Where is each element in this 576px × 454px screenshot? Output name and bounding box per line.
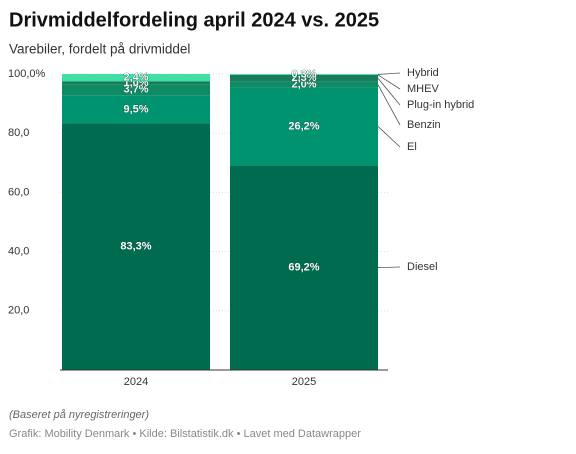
value-label: 83,3% bbox=[120, 241, 151, 253]
legend-leader bbox=[378, 267, 400, 268]
x-tick-label: 2025 bbox=[292, 376, 316, 388]
chart-title: Drivmiddelfordeling april 2024 vs. 2025 bbox=[9, 9, 379, 31]
legend-label: Diesel bbox=[407, 261, 438, 273]
y-tick-label: 80,0 bbox=[8, 127, 29, 139]
y-tick-label: 40,0 bbox=[8, 246, 29, 258]
legend-label: Benzin bbox=[407, 119, 441, 131]
value-label: 0,3% bbox=[291, 68, 316, 80]
x-tick-label: 2024 bbox=[124, 376, 148, 388]
value-label: 26,2% bbox=[288, 120, 319, 132]
value-label: 69,2% bbox=[288, 261, 319, 273]
legend-label: El bbox=[407, 141, 417, 153]
legend-label: MHEV bbox=[407, 83, 439, 95]
y-tick-label: 20,0 bbox=[8, 305, 29, 317]
value-label: 9,5% bbox=[123, 103, 148, 115]
legend-leader bbox=[378, 126, 400, 147]
value-label: 2,4% bbox=[123, 71, 148, 83]
chart-subtitle: Varebiler, fordelt på drivmiddel bbox=[9, 42, 190, 57]
legend-label: Plug-in hybrid bbox=[407, 99, 474, 111]
y-tick-label: 100,0% bbox=[8, 68, 46, 80]
y-tick-label: 60,0 bbox=[8, 186, 29, 198]
legend-label: Hybrid bbox=[407, 67, 439, 79]
legend-leader bbox=[378, 85, 400, 125]
source: Grafik: Mobility Denmark • Kilde: Bilsta… bbox=[9, 428, 361, 440]
note: (Baseret på nyregistreringer) bbox=[9, 409, 149, 421]
